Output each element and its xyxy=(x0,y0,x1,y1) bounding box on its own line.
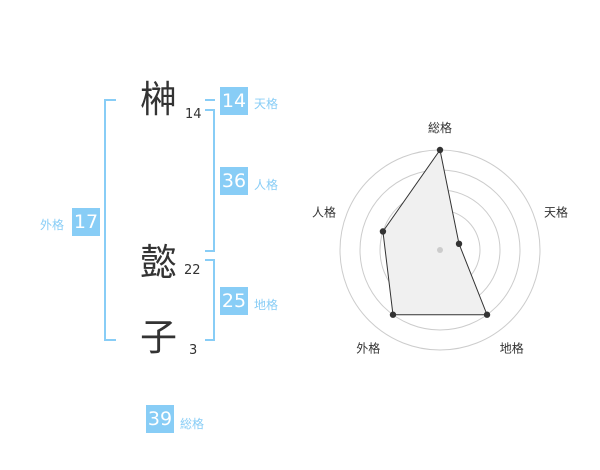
name-char-1: 榊 xyxy=(140,78,177,121)
radar-axis-label: 人格 xyxy=(312,204,336,219)
stroke-count-1: 14 xyxy=(185,107,202,122)
radar-axis-label: 外格 xyxy=(356,341,380,356)
radar-point xyxy=(455,240,463,248)
radar-point xyxy=(483,311,491,318)
radar-axis-label: 総格 xyxy=(428,120,452,135)
stroke-count-3: 3 xyxy=(189,343,198,358)
radar-axis-label: 地格 xyxy=(500,341,524,356)
jinkaku-value: 36 xyxy=(220,167,248,195)
radar-point xyxy=(379,228,387,235)
radar-axis-label: 天格 xyxy=(544,204,568,219)
radar-point xyxy=(436,146,444,154)
gaikaku-label: 外格 xyxy=(40,218,65,232)
radar-point xyxy=(389,311,397,318)
chikaku-label: 地格 xyxy=(254,298,279,312)
tenkaku-value: 14 xyxy=(220,87,248,115)
tenkaku-bracket xyxy=(205,99,215,101)
tenkaku-label: 天格 xyxy=(254,97,279,111)
jinkaku-label: 人格 xyxy=(254,178,279,192)
name-char-3: 子 xyxy=(140,316,177,359)
stroke-count-2: 22 xyxy=(184,263,201,278)
soukaku-value: 39 xyxy=(146,405,174,433)
chikaku-value: 25 xyxy=(220,287,248,315)
chikaku-bracket xyxy=(205,259,215,341)
soukaku-label: 総格 xyxy=(180,417,205,431)
radar-polygon xyxy=(382,148,488,316)
gaikaku-bracket xyxy=(104,99,116,341)
jinkaku-bracket xyxy=(205,109,215,252)
name-char-2: 懿 xyxy=(140,241,177,284)
gaikaku-value: 17 xyxy=(72,208,100,236)
radar-center xyxy=(437,247,443,253)
